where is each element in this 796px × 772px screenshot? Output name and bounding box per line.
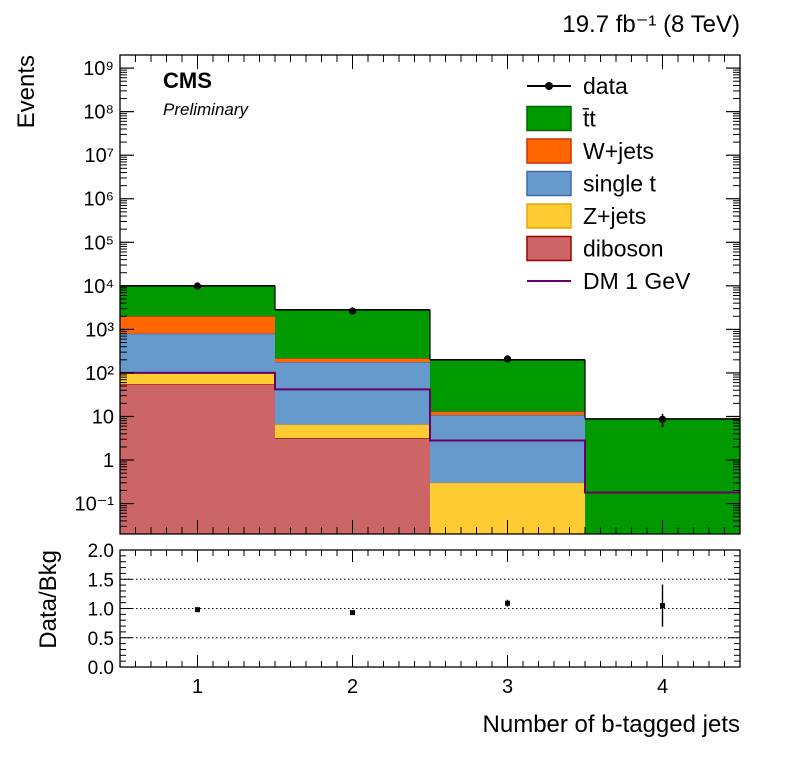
- ratio-grid: [120, 578, 740, 639]
- y-tick-label-0: 10⁻¹: [75, 494, 115, 516]
- data-point-3: [503, 355, 512, 363]
- legend-label-single_t: single t: [583, 171, 656, 197]
- x-axis-title: Number of b-tagged jets: [483, 711, 740, 738]
- ratio-y-tick-label-2: 1.0: [88, 600, 114, 621]
- bar-ttbar-bin-1: [120, 285, 275, 317]
- main-y-axis: 10⁻¹ 1 10 10² 10³ 10⁴ 10⁵ 10⁶ 10⁷ 10⁸ 10⁹: [75, 58, 740, 527]
- main-x-axis: [119, 55, 741, 534]
- ratio-point-2: [350, 610, 355, 616]
- x-tick-label-3: 3: [502, 676, 513, 698]
- ratio-y-tick-label-3: 1.5: [88, 570, 114, 591]
- bar-diboson-bin-2: [275, 438, 430, 534]
- luminosity-label: 19.7 fb⁻¹ (8 TeV): [562, 11, 740, 38]
- legend-label-dm: DM 1 GeV: [583, 268, 691, 294]
- bar-ttbar-bin-3: [430, 359, 585, 412]
- y-tick-label-10: 10⁹: [83, 58, 114, 80]
- ratio-y-tick-label-4: 2.0: [88, 541, 114, 562]
- ratio-y-axis: 0.0 0.5 1.0 1.5 2.0: [88, 541, 740, 679]
- bar-zjets-bin-2: [275, 424, 430, 439]
- y-tick-label-8: 10⁷: [85, 145, 114, 167]
- x-tick-label-4: 4: [657, 676, 668, 698]
- preliminary-label: Preliminary: [163, 100, 250, 119]
- ratio-panel: 0.0 0.5 1.0 1.5 2.0 1 2 3 4 Data/Bkg Number of …: [35, 541, 741, 738]
- legend-swatch-zjets: [526, 203, 572, 229]
- dm-signal-line: [120, 371, 740, 494]
- dm-signal-overlay: [120, 371, 740, 494]
- legend-swatch-single_t: [526, 170, 572, 197]
- cms-label: CMS: [163, 68, 212, 93]
- legend-label-data: data: [583, 73, 628, 99]
- legend-swatch-ttbar: [526, 105, 572, 132]
- ratio-x-axis: 1 2 3 4: [119, 550, 741, 698]
- ratio-y-tick-label-0: 0.0: [88, 658, 114, 679]
- legend-label-zjets: Z+jets: [583, 203, 646, 229]
- legend-label-wjets: W+jets: [583, 138, 654, 164]
- bar-wjets-bin-3: [430, 411, 585, 416]
- bar-single_t-bin-2: [275, 362, 430, 425]
- y-tick-label-7: 10⁶: [84, 189, 114, 211]
- legend-swatch-data-marker: [545, 82, 553, 90]
- bar-ttbar-bin-4: [585, 418, 740, 534]
- ratio-y-tick-label-1: 0.5: [88, 629, 114, 650]
- y-tick-label-5: 10⁴: [83, 276, 114, 298]
- main-panel: 10⁻¹ 1 10 10² 10³ 10⁴ 10⁵ 10⁶ 10⁷ 10⁸ 10⁹ CMS Prel…: [13, 54, 741, 535]
- ratio-points: [195, 584, 665, 627]
- legend: data t̄t W+jets single t Z+jets diboson DM 1 G…: [526, 73, 691, 294]
- legend-label-ttbar: t̄t: [582, 106, 596, 132]
- y-tick-label-4: 10³: [85, 319, 114, 341]
- y-tick-label-3: 10²: [85, 363, 114, 385]
- bar-single_t-bin-1: [120, 333, 275, 373]
- bar-single_t-bin-3: [430, 415, 585, 483]
- stacked-histogram: [120, 285, 740, 534]
- bar-ttbar-bin-2: [275, 309, 430, 359]
- ratio-point-4: [660, 603, 665, 609]
- y-tick-label-2: 10: [92, 406, 114, 428]
- data-point-1: [193, 282, 202, 290]
- bar-wjets-bin-1: [120, 316, 275, 334]
- y-tick-label-6: 10⁵: [83, 232, 114, 254]
- bar-diboson-bin-1: [120, 384, 275, 534]
- data-point-2: [348, 307, 357, 315]
- bar-zjets-bin-1: [120, 372, 275, 385]
- ratio-y-axis-title: Data/Bkg: [35, 550, 62, 649]
- x-tick-label-1: 1: [192, 676, 203, 698]
- bar-wjets-bin-2: [275, 358, 430, 363]
- y-tick-label-1: 1: [103, 450, 114, 472]
- main-y-axis-title: Events: [13, 55, 40, 128]
- y-tick-label-9: 10⁸: [83, 102, 114, 124]
- legend-label-diboson: diboson: [583, 236, 664, 262]
- ratio-point-3: [505, 600, 510, 606]
- data-points: [193, 282, 667, 428]
- legend-swatch-diboson: [526, 235, 572, 262]
- ratio-point-1: [195, 607, 200, 613]
- legend-swatch-wjets: [526, 138, 572, 164]
- x-tick-label-2: 2: [347, 676, 358, 698]
- data-point-4: [658, 415, 667, 423]
